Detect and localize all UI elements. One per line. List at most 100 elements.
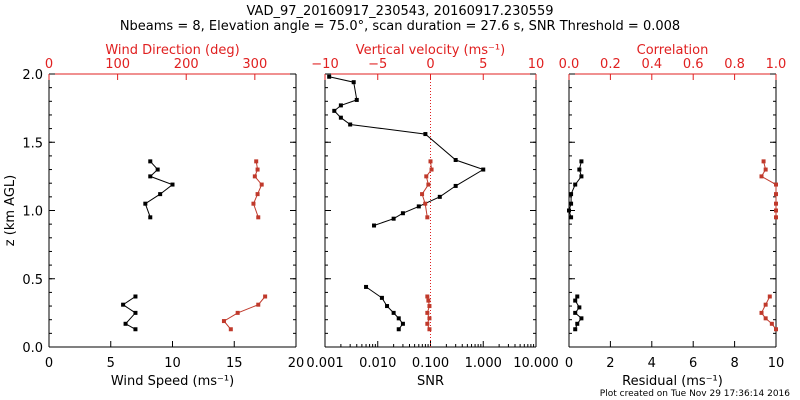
black-data-point <box>143 201 148 206</box>
black-data-point <box>575 321 580 326</box>
red-data-point <box>255 192 260 197</box>
x-tick-label-bottom: 6 <box>689 356 697 371</box>
red-data-point <box>426 182 431 187</box>
red-data-point <box>774 327 778 332</box>
x-tick-label-top: 300 <box>242 57 267 72</box>
x-tick-label-bottom: 8 <box>730 356 738 371</box>
x-tick-label-top: 0 <box>45 57 53 72</box>
black-data-point <box>123 321 128 326</box>
red-data-point <box>425 310 430 315</box>
black-data-point <box>372 223 377 228</box>
black-data-point <box>579 316 584 321</box>
x-tick-label-bottom: 0 <box>45 356 53 371</box>
red-data-point <box>251 201 256 206</box>
x-tick-label-bottom: 10 <box>768 356 785 371</box>
black-series-line <box>365 286 404 330</box>
red-data-point <box>425 321 430 326</box>
red-data-point <box>774 201 778 206</box>
red-data-point <box>221 319 226 324</box>
black-data-point <box>133 310 138 315</box>
x-axis-label-bottom: Residual (ms⁻¹) <box>622 374 723 389</box>
x-tick-label-bottom: 0 <box>565 356 573 371</box>
red-data-point <box>759 310 764 315</box>
black-data-point <box>573 310 578 315</box>
x-tick-label-top: 5 <box>479 57 487 72</box>
black-data-point <box>396 316 401 321</box>
black-data-point <box>379 295 384 300</box>
black-data-point <box>579 174 584 179</box>
figure-title-line2: Nbeams = 8, Elevation angle = 75.0°, sca… <box>120 19 680 34</box>
x-tick-label-top: 10 <box>528 57 545 72</box>
black-data-point <box>567 208 571 213</box>
red-data-point <box>425 215 430 220</box>
black-data-point <box>577 167 582 172</box>
black-data-point <box>575 294 580 299</box>
x-tick-label-top: 0.6 <box>683 57 704 72</box>
red-data-point <box>423 201 428 206</box>
x-tick-label-top: −10 <box>311 57 338 72</box>
x-tick-label-top: 0 <box>426 57 434 72</box>
black-data-point <box>332 108 337 113</box>
red-data-point <box>774 208 778 213</box>
red-data-point <box>427 316 432 321</box>
red-data-point <box>256 215 261 220</box>
y-axis-label: z (km AGL) <box>3 175 18 246</box>
black-data-point <box>391 216 396 221</box>
residual-panel: 0 2 4 6 8 10 Residual (ms⁻¹) 0.0 0.2 0.4 0.6 0.8 1.0… <box>559 43 787 389</box>
black-data-point <box>400 321 405 326</box>
black-series-line <box>329 76 485 226</box>
red-data-point <box>427 304 432 309</box>
snr-panel: 0.001 0.010 0.100 1.000 10.000 SNR −10 −5 0 5 10 Ve… <box>306 43 558 389</box>
black-data-point <box>391 310 396 315</box>
red-data-point <box>425 294 430 299</box>
y-tick-label: 0.5 <box>22 273 43 288</box>
black-data-point <box>437 194 442 199</box>
x-tick-label-bottom: 1.000 <box>465 356 502 371</box>
x-tick-label-top: 0.8 <box>724 57 745 72</box>
black-data-point <box>148 215 153 220</box>
x-tick-label-top: 200 <box>174 57 199 72</box>
black-data-point <box>327 74 332 79</box>
black-data-point <box>400 211 405 216</box>
black-data-point <box>364 284 369 289</box>
black-data-point <box>569 215 574 220</box>
black-data-point <box>338 115 343 120</box>
black-data-point <box>121 302 126 307</box>
red-data-point <box>420 192 425 197</box>
red-data-point <box>424 174 429 179</box>
red-data-point <box>427 327 432 332</box>
black-data-point <box>481 167 486 172</box>
x-tick-label-bottom: 20 <box>288 356 305 371</box>
x-tick-label-bottom: 0.010 <box>359 356 396 371</box>
red-data-point <box>761 159 766 164</box>
x-tick-label-bottom: 10 <box>164 356 181 371</box>
x-tick-label-bottom: 2 <box>606 356 614 371</box>
black-data-point <box>148 159 153 164</box>
black-data-point <box>148 174 153 179</box>
x-tick-label-bottom: 0.100 <box>412 356 449 371</box>
x-tick-label-top: 0.0 <box>559 57 580 72</box>
x-tick-label-bottom: 0.001 <box>306 356 343 371</box>
red-data-point <box>228 327 233 332</box>
black-data-point <box>396 327 401 332</box>
red-data-point <box>767 294 772 299</box>
x-tick-label-top: 0.4 <box>641 57 662 72</box>
y-tick-label: 1.5 <box>22 136 43 151</box>
red-data-point <box>254 159 259 164</box>
wind-panel: 0.0 0.5 1.0 1.5 2.0 z (km AGL) 0 5 10 15 20 Wind Sp… <box>3 43 304 389</box>
red-data-point <box>763 167 768 172</box>
red-data-point <box>769 321 774 326</box>
x-tick-label-bottom: 10.000 <box>513 356 559 371</box>
black-data-point <box>453 157 458 162</box>
red-data-point <box>428 159 433 164</box>
black-data-point <box>158 192 163 197</box>
x-tick-label-bottom: 15 <box>226 356 243 371</box>
x-tick-label-top: 0.2 <box>600 57 621 72</box>
red-data-point <box>256 302 261 307</box>
red-data-point <box>429 167 434 172</box>
black-data-point <box>577 305 582 310</box>
red-data-point <box>774 215 778 220</box>
black-data-point <box>573 182 578 187</box>
